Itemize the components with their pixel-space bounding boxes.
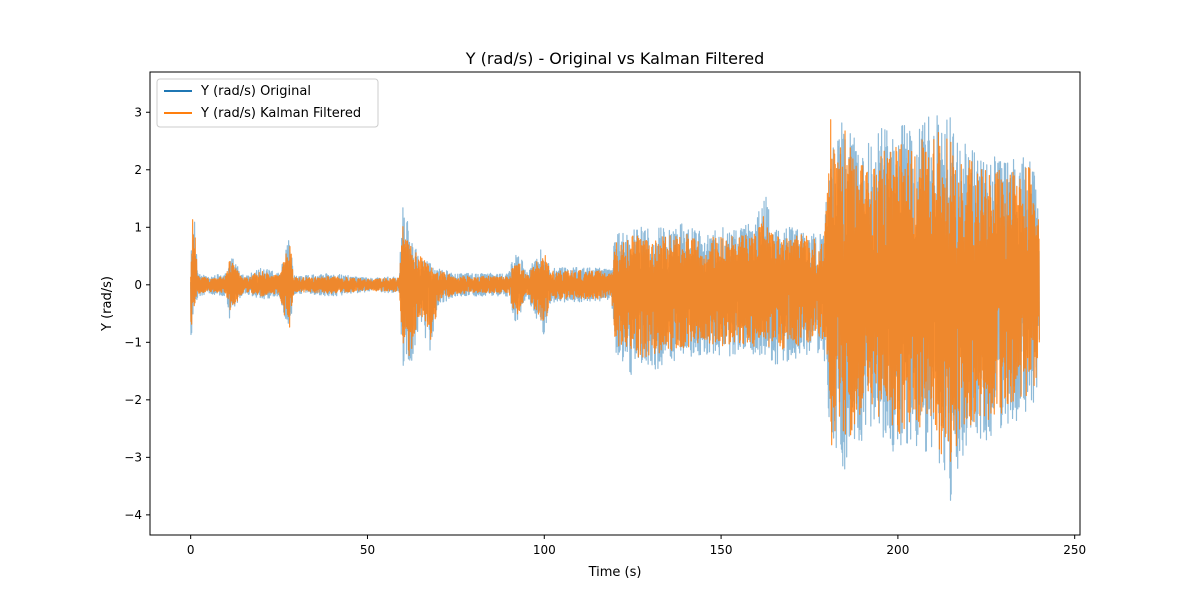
- series-line-kalman: [190, 119, 1040, 462]
- y-tick-label: −2: [124, 393, 142, 407]
- x-tick-label: 100: [533, 543, 556, 557]
- x-axis-label: Time (s): [588, 565, 642, 580]
- x-axis-ticks: 0 50 100 150 200 250: [187, 535, 1086, 557]
- y-axis-label: Y (rad/s): [100, 276, 115, 332]
- legend: Y (rad/s) Original Y (rad/s) Kalman Filt…: [156, 78, 379, 128]
- legend-label-original: Y (rad/s) Original: [200, 84, 311, 99]
- legend-box: [156, 78, 379, 128]
- y-tick-label: −3: [124, 450, 142, 464]
- axes-frame: [149, 71, 1081, 536]
- y-tick-label: 1: [134, 220, 142, 234]
- x-tick-label: 250: [1063, 543, 1086, 557]
- series-layer: [190, 115, 1040, 501]
- y-tick-label: 2: [134, 163, 142, 177]
- y-tick-label: 0: [134, 278, 142, 292]
- plot-area: [149, 71, 1081, 536]
- x-tick-label: 200: [886, 543, 909, 557]
- x-tick-label: 0: [187, 543, 195, 557]
- y-tick-label: 3: [134, 105, 142, 119]
- chart-title: Y (rad/s) - Original vs Kalman Filtered: [465, 49, 765, 68]
- x-tick-label: 50: [360, 543, 375, 557]
- y-axis-ticks: −4 −3 −2 −1 0 1 2 3: [124, 105, 150, 522]
- x-tick-label: 150: [710, 543, 733, 557]
- y-tick-label: −4: [124, 508, 142, 522]
- legend-label-kalman: Y (rad/s) Kalman Filtered: [200, 106, 361, 121]
- y-tick-label: −1: [124, 335, 142, 349]
